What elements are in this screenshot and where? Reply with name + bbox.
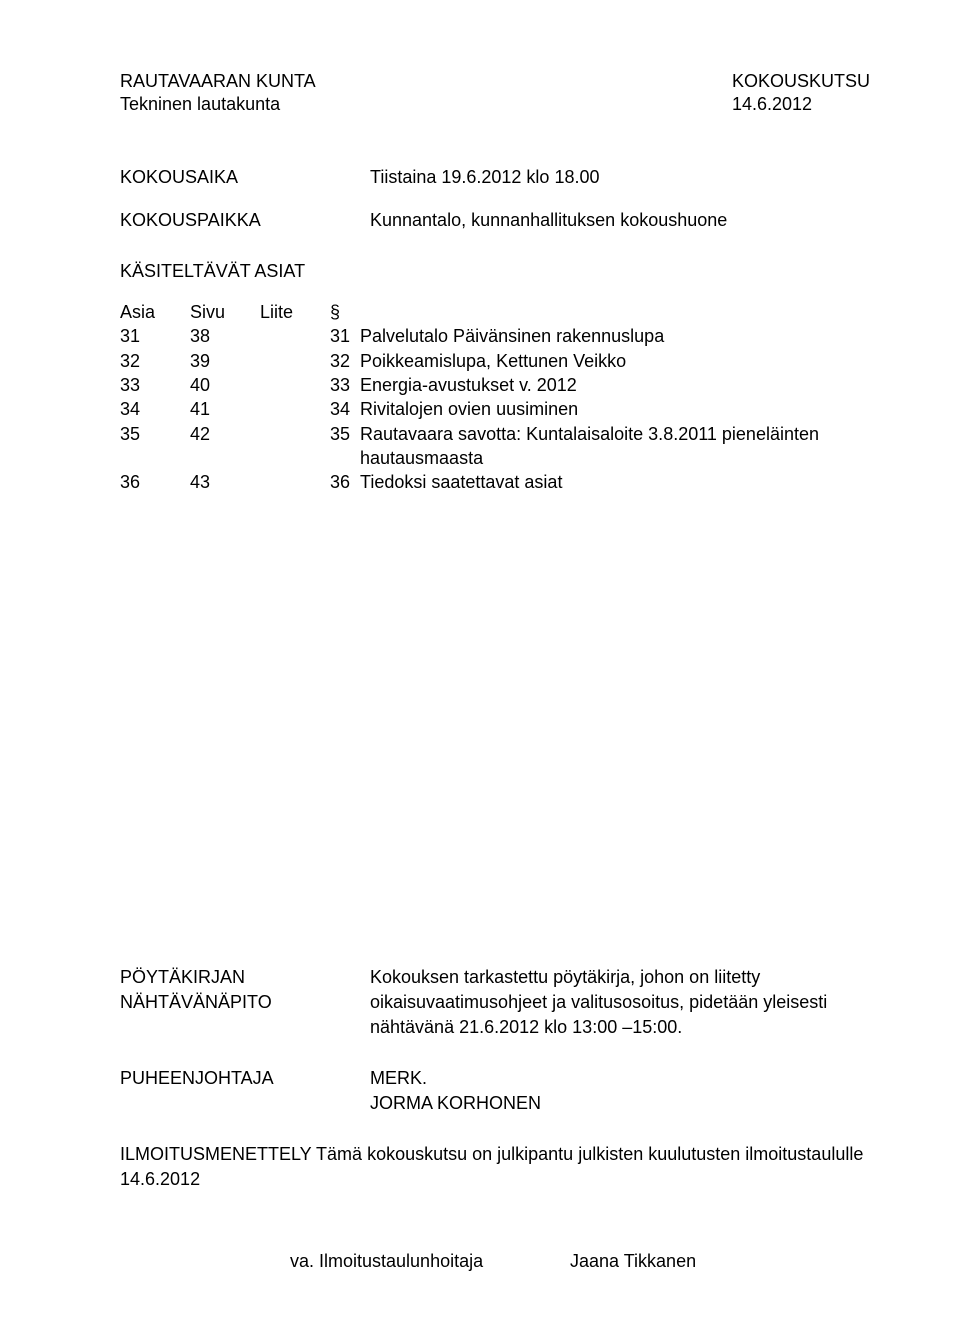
cell-asia: 34: [120, 397, 190, 421]
cell-desc: Rivitalojen ovien uusiminen: [360, 397, 870, 421]
cell-desc: Rautavaara savotta: Kuntalaisaloite 3.8.…: [360, 422, 870, 471]
cell-sym: 33: [330, 373, 360, 397]
doc-type: KOKOUSKUTSU: [732, 71, 870, 91]
cell-sivu: 41: [190, 397, 260, 421]
meeting-place-value: Kunnantalo, kunnanhallituksen kokoushuon…: [370, 208, 870, 233]
cell-sivu: 39: [190, 349, 260, 373]
poytakirja-label: PÖYTÄKIRJAN NÄHTÄVÄNÄPITO: [120, 965, 370, 1015]
cell-sym: 31: [330, 324, 360, 348]
col-header-asia: Asia: [120, 300, 190, 324]
col-header-sivu: Sivu: [190, 300, 260, 324]
cell-sym: 32: [330, 349, 360, 373]
meeting-place-row: KOKOUSPAIKKA Kunnantalo, kunnanhallituks…: [120, 208, 870, 233]
org-name: RAUTAVAARAN KUNTA: [120, 71, 316, 91]
cell-asia: 31: [120, 324, 190, 348]
cell-liite: [260, 397, 330, 421]
puheenjohtaja-label: PUHEENJOHTAJA: [120, 1066, 370, 1091]
va-name: Jaana Tikkanen: [570, 1251, 696, 1272]
ilmoitus-row: ILMOITUSMENETTELY Tämä kokouskutsu on ju…: [120, 1142, 870, 1191]
agenda-row: 313831Palvelutalo Päivänsinen rakennuslu…: [120, 324, 870, 348]
cell-sivu: 42: [190, 422, 260, 471]
meeting-time-row: KOKOUSAIKA Tiistaina 19.6.2012 klo 18.00: [120, 165, 870, 190]
puheenjohtaja-row: PUHEENJOHTAJA MERK. JORMA KORHONEN: [120, 1066, 870, 1116]
header-right: KOKOUSKUTSU 14.6.2012: [732, 70, 870, 117]
cell-asia: 32: [120, 349, 190, 373]
poytakirja-text: Kokouksen tarkastettu pöytäkirja, johon …: [370, 965, 870, 1041]
agenda-heading: KÄSITELTÄVÄT ASIAT: [120, 261, 870, 282]
cell-asia: 35: [120, 422, 190, 471]
cell-asia: 36: [120, 470, 190, 494]
cell-desc: Poikkeamislupa, Kettunen Veikko: [360, 349, 870, 373]
spacer: [120, 117, 870, 165]
document-header: RAUTAVAARAN KUNTA Tekninen lautakunta KO…: [120, 70, 870, 117]
cell-sym: 35: [330, 422, 360, 471]
cell-liite: [260, 373, 330, 397]
cell-sym: 34: [330, 397, 360, 421]
agenda-body: 313831Palvelutalo Päivänsinen rakennuslu…: [120, 324, 870, 494]
cell-liite: [260, 422, 330, 471]
cell-sym: 36: [330, 470, 360, 494]
va-label: va. Ilmoitustaulunhoitaja: [290, 1251, 570, 1272]
cell-desc: Palvelutalo Päivänsinen rakennuslupa: [360, 324, 870, 348]
spacer: [120, 495, 870, 965]
cell-asia: 33: [120, 373, 190, 397]
ilmoitus-label: ILMOITUSMENETTELY: [120, 1144, 311, 1164]
doc-date: 14.6.2012: [732, 94, 812, 114]
cell-liite: [260, 324, 330, 348]
meeting-place-label: KOKOUSPAIKKA: [120, 208, 370, 233]
cell-sivu: 43: [190, 470, 260, 494]
footer-block: PÖYTÄKIRJAN NÄHTÄVÄNÄPITO Kokouksen tark…: [120, 965, 870, 1273]
header-left: RAUTAVAARAN KUNTA Tekninen lautakunta: [120, 70, 316, 117]
puheenjohtaja-value: MERK. JORMA KORHONEN: [370, 1066, 870, 1116]
col-header-sym: §: [330, 300, 360, 324]
cell-desc: Energia-avustukset v. 2012: [360, 373, 870, 397]
agenda-row: 344134Rivitalojen ovien uusiminen: [120, 397, 870, 421]
cell-liite: [260, 470, 330, 494]
meeting-time-value: Tiistaina 19.6.2012 klo 18.00: [370, 165, 870, 190]
agenda-row: 323932Poikkeamislupa, Kettunen Veikko: [120, 349, 870, 373]
col-header-liite: Liite: [260, 300, 330, 324]
board-name: Tekninen lautakunta: [120, 94, 280, 114]
cell-sivu: 38: [190, 324, 260, 348]
cell-sivu: 40: [190, 373, 260, 397]
va-row: va. Ilmoitustaulunhoitaja Jaana Tikkanen: [120, 1251, 870, 1272]
poytakirja-row: PÖYTÄKIRJAN NÄHTÄVÄNÄPITO Kokouksen tark…: [120, 965, 870, 1041]
agenda-table: Asia Sivu Liite § 313831Palvelutalo Päiv…: [120, 300, 870, 494]
agenda-row: 334033Energia-avustukset v. 2012: [120, 373, 870, 397]
agenda-row: 364336Tiedoksi saatettavat asiat: [120, 470, 870, 494]
spacer: [120, 190, 870, 208]
col-header-desc: [360, 300, 870, 324]
page: RAUTAVAARAN KUNTA Tekninen lautakunta KO…: [0, 0, 960, 1341]
meeting-time-label: KOKOUSAIKA: [120, 165, 370, 190]
cell-desc: Tiedoksi saatettavat asiat: [360, 470, 870, 494]
agenda-row: 354235Rautavaara savotta: Kuntalaisaloit…: [120, 422, 870, 471]
agenda-header-row: Asia Sivu Liite §: [120, 300, 870, 324]
cell-liite: [260, 349, 330, 373]
